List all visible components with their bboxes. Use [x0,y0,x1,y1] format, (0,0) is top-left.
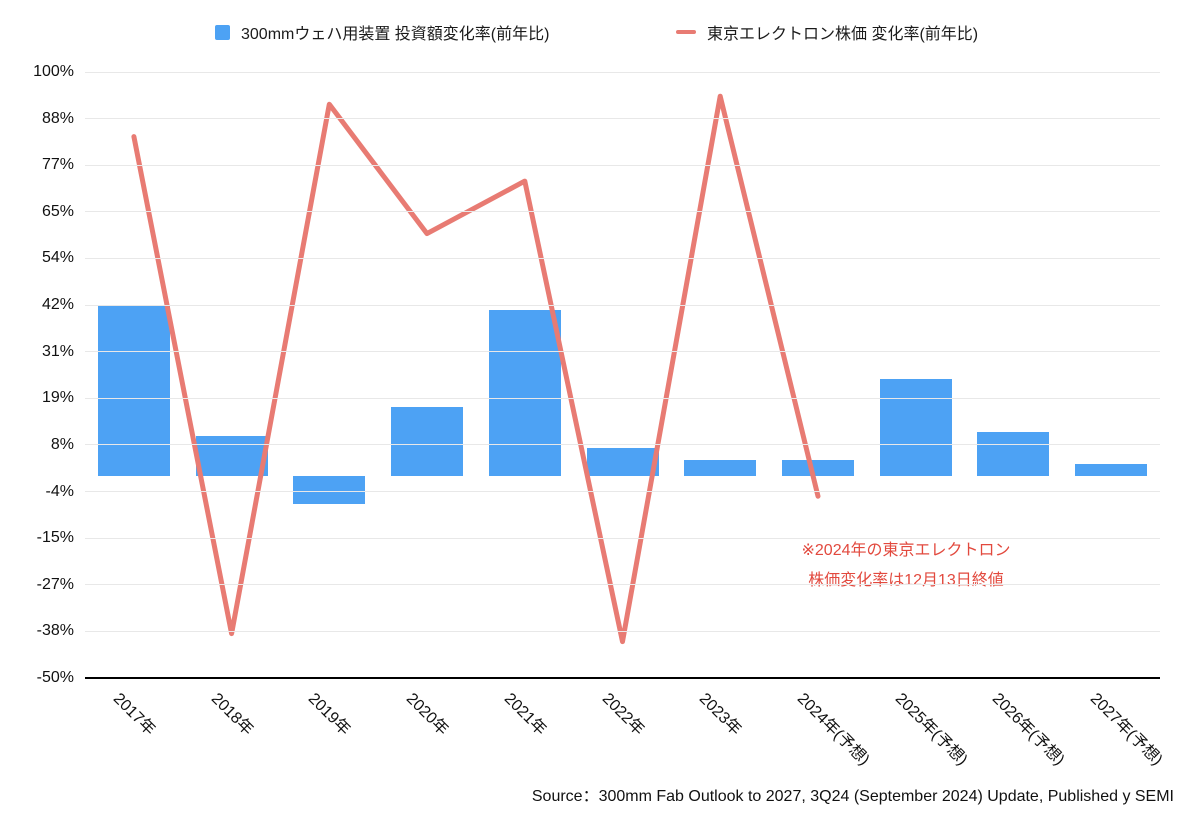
bar [97,306,170,476]
x-axis-tick-label: 2027年(予想) [1086,690,1166,769]
y-axis-tick-label: -15% [36,529,74,547]
x-axis-tick-label: 2025年(予想) [891,690,971,769]
bar [684,459,757,476]
gridline [85,630,1160,632]
bar [488,310,561,476]
x-axis-line [85,677,1160,679]
gridline [85,304,1160,306]
bar-series-swatch-icon [215,24,230,40]
gridline [85,164,1160,166]
gridline [85,537,1160,539]
gridline [85,257,1160,259]
x-axis-tick-label: 2023年 [695,690,745,739]
gridline [85,211,1160,213]
x-axis-tick-label: 2024年(予想) [793,690,873,769]
y-axis-tick-label: 77% [41,156,74,174]
x-axis-tick-label: 2026年(予想) [989,690,1068,769]
y-axis-tick-label: 19% [41,389,74,407]
y-axis-tick-label: 8% [50,435,74,453]
annotation-note: ※2024年の東京エレクトロン 株価変化率は12月13日終値 [770,536,1042,596]
gridline [85,397,1160,399]
legend-label-line-series: 東京エレクトロン株価 変化率(前年比) [707,26,979,43]
bar [391,407,464,476]
bar [195,435,268,476]
y-axis-tick-label: -50% [36,669,74,686]
plot-area [85,72,1160,678]
y-axis-tick-label: 65% [41,202,74,220]
gridline [85,584,1160,586]
bar [293,476,366,505]
x-axis-tick-label: 2019年 [305,690,354,739]
x-axis-tick-label: 2021年 [500,690,550,739]
gridline [85,351,1160,353]
bar [781,459,854,476]
x-axis-tick-label: 2017年 [109,690,159,739]
line-series-swatch-icon [676,30,696,34]
y-axis-tick-label: 54% [41,249,74,267]
gridline [85,118,1160,120]
bar [977,431,1050,476]
annotation-line2: 株価変化率は12月13日終値 [808,572,1004,589]
x-axis-tick-label: 2020年 [402,690,452,739]
bar [879,379,952,476]
legend-item-bar-series: 300mmウェハ用装置 投資額変化率(前年比) [215,20,549,44]
y-axis-tick-label: 100% [33,63,74,80]
gridline [85,71,1160,73]
bar [586,447,659,476]
y-axis-tick-label: 31% [41,342,74,360]
bar [1075,463,1148,476]
x-axis-tick-label: 2018年 [207,690,256,739]
y-axis-tick-label: -27% [36,575,74,593]
y-axis-tick-label: -4% [45,482,74,500]
x-axis-tick-label: 2022年 [598,690,647,739]
source-note: Source：300mm Fab Outlook to 2027, 3Q24 (… [531,788,1174,805]
line-series [131,93,821,645]
annotation-line1: ※2024年の東京エレクトロン [801,542,1011,559]
gridline [85,491,1160,493]
y-axis-tick-label: 42% [41,296,74,314]
gridline [85,444,1160,446]
y-axis-tick-label: -38% [36,622,74,640]
y-axis-tick-label: 88% [41,109,74,127]
legend-item-line-series: 東京エレクトロン株価 変化率(前年比) [676,20,978,44]
legend-label-bar-series: 300mmウェハ用装置 投資額変化率(前年比) [241,26,550,43]
